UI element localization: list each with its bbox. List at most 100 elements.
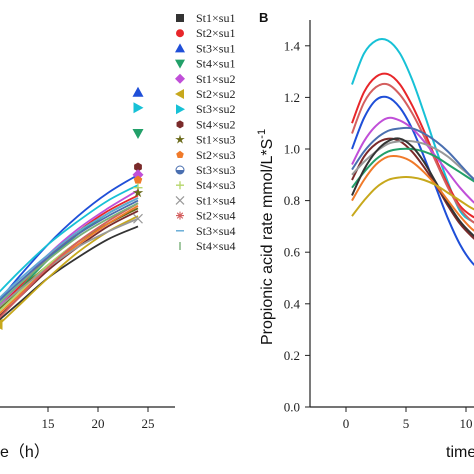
left-end-markers bbox=[0, 86, 144, 330]
legend-marker bbox=[175, 59, 185, 69]
right-series-line bbox=[351, 126, 474, 181]
left-end-marker bbox=[134, 162, 142, 172]
right-series-line bbox=[351, 82, 474, 224]
legend-label: St4×su2 bbox=[196, 117, 235, 131]
legend-label: St3×su2 bbox=[196, 102, 235, 116]
left-end-marker bbox=[133, 213, 143, 224]
left-series-line bbox=[0, 205, 139, 315]
legend-label: St4×su4 bbox=[196, 239, 235, 253]
legend-label: St1×su1 bbox=[196, 11, 235, 25]
right-y-tick-label: 1.0 bbox=[284, 142, 300, 157]
left-series-line bbox=[0, 202, 139, 304]
legend-label: St1×su2 bbox=[196, 72, 235, 86]
legend: St1×su1St2×su1St3×su1St4×su1St1×su2St2×s… bbox=[175, 11, 235, 253]
left-end-marker bbox=[0, 318, 3, 330]
right-series-line bbox=[351, 38, 474, 224]
panel-label-b: B bbox=[259, 10, 268, 25]
left-series-line bbox=[0, 202, 139, 319]
legend-marker bbox=[176, 29, 184, 38]
right-series-line bbox=[351, 137, 474, 240]
left-end-marker bbox=[133, 175, 143, 184]
legend-item: St3×su2 bbox=[176, 102, 235, 116]
left-end-marker bbox=[132, 86, 144, 97]
right-x-tick-label: 10 bbox=[460, 416, 473, 431]
right-series-lines bbox=[351, 38, 474, 267]
left-panel: 15 20 25 e（h） bbox=[0, 86, 175, 461]
legend-label: St4×su3 bbox=[196, 178, 235, 192]
legend-marker bbox=[176, 120, 184, 129]
right-series-line bbox=[351, 154, 474, 232]
left-series-line bbox=[0, 217, 139, 308]
right-y-axis-label-sup: -1 bbox=[256, 129, 268, 139]
legend-item: St1×su2 bbox=[175, 72, 235, 86]
right-series-line bbox=[351, 147, 474, 189]
right-x-axis-label: time bbox=[446, 444, 474, 461]
right-panel: B 0.0 0.2 0.4 0.6 0.8 1.0 1.2 1.4 0 5 10 Propioni… bbox=[256, 10, 474, 461]
left-end-marker bbox=[132, 187, 144, 198]
left-series-line bbox=[0, 197, 139, 299]
left-x-tick-label: 25 bbox=[142, 416, 155, 431]
legend-label: St1×su4 bbox=[196, 193, 235, 207]
legend-label: St2×su4 bbox=[196, 209, 235, 223]
legend-label: St3×su1 bbox=[196, 41, 235, 55]
legend-label: St2×su2 bbox=[196, 87, 235, 101]
legend-item: St4×su1 bbox=[175, 57, 235, 71]
right-y-tick-label: 1.4 bbox=[284, 38, 301, 53]
legend-marker bbox=[175, 134, 185, 144]
legend-marker bbox=[175, 73, 185, 84]
legend-marker bbox=[176, 14, 184, 22]
legend-item: St4×su3 bbox=[176, 178, 235, 192]
legend-marker bbox=[175, 165, 185, 175]
legend-marker bbox=[176, 181, 184, 190]
legend-marker bbox=[176, 211, 184, 220]
right-x-tick-label: 5 bbox=[403, 416, 410, 431]
legend-label: St3×su3 bbox=[196, 163, 235, 177]
right-y-axis-label-main: Propionic acid rate mmol/L*S bbox=[259, 139, 276, 345]
legend-label: St2×su1 bbox=[196, 26, 235, 40]
right-y-tick-label: 1.2 bbox=[284, 90, 300, 105]
legend-marker bbox=[175, 43, 185, 53]
legend-item: St1×su4 bbox=[175, 193, 235, 207]
legend-item: St2×su4 bbox=[176, 209, 235, 223]
left-series-line bbox=[0, 174, 139, 301]
legend-item: St2×su1 bbox=[176, 26, 235, 40]
right-y-ticks: 0.0 0.2 0.4 0.6 0.8 1.0 1.2 1.4 bbox=[284, 38, 310, 415]
left-x-tick-label: 20 bbox=[92, 416, 105, 431]
left-x-tick-label: 15 bbox=[42, 416, 55, 431]
legend-label: St2×su3 bbox=[196, 148, 235, 162]
right-x-tick-label: 0 bbox=[343, 416, 350, 431]
left-series-line bbox=[0, 199, 139, 302]
legend-item: St3×su1 bbox=[175, 41, 235, 55]
legend-label: St3×su4 bbox=[196, 224, 235, 238]
legend-item: St4×su2 bbox=[176, 117, 235, 131]
left-x-ticks: 15 20 25 bbox=[42, 407, 155, 431]
legend-label: St4×su1 bbox=[196, 57, 235, 71]
right-series-line bbox=[351, 116, 474, 204]
legend-marker bbox=[175, 195, 185, 205]
legend-item: St4×su4 bbox=[179, 239, 235, 253]
right-series-line bbox=[351, 176, 474, 217]
legend-marker bbox=[175, 89, 184, 99]
legend-item: St3×su3 bbox=[175, 163, 235, 177]
right-series-line bbox=[351, 137, 474, 238]
legend-marker bbox=[176, 150, 184, 159]
legend-marker bbox=[176, 104, 185, 115]
left-series-line bbox=[0, 225, 139, 321]
legend-item: St1×su3 bbox=[175, 133, 235, 147]
legend-item: St2×su3 bbox=[176, 148, 235, 162]
legend-item: St1×su1 bbox=[176, 11, 235, 25]
right-y-tick-label: 0.2 bbox=[284, 348, 300, 363]
legend-item: St2×su2 bbox=[175, 87, 235, 101]
left-end-marker bbox=[132, 129, 144, 140]
left-series-line bbox=[0, 184, 139, 293]
legend-label: St1×su3 bbox=[196, 133, 235, 147]
right-series-line bbox=[351, 95, 474, 267]
right-y-axis-label: Propionic acid rate mmol/L*S-1 bbox=[256, 129, 276, 345]
left-series-lines bbox=[0, 174, 139, 325]
right-y-tick-label: 0.0 bbox=[284, 400, 300, 415]
legend-item: St3×su4 bbox=[176, 224, 235, 238]
right-y-tick-label: 0.6 bbox=[284, 245, 301, 260]
right-series-line bbox=[351, 72, 474, 219]
left-x-axis-label: e（h） bbox=[0, 443, 50, 461]
